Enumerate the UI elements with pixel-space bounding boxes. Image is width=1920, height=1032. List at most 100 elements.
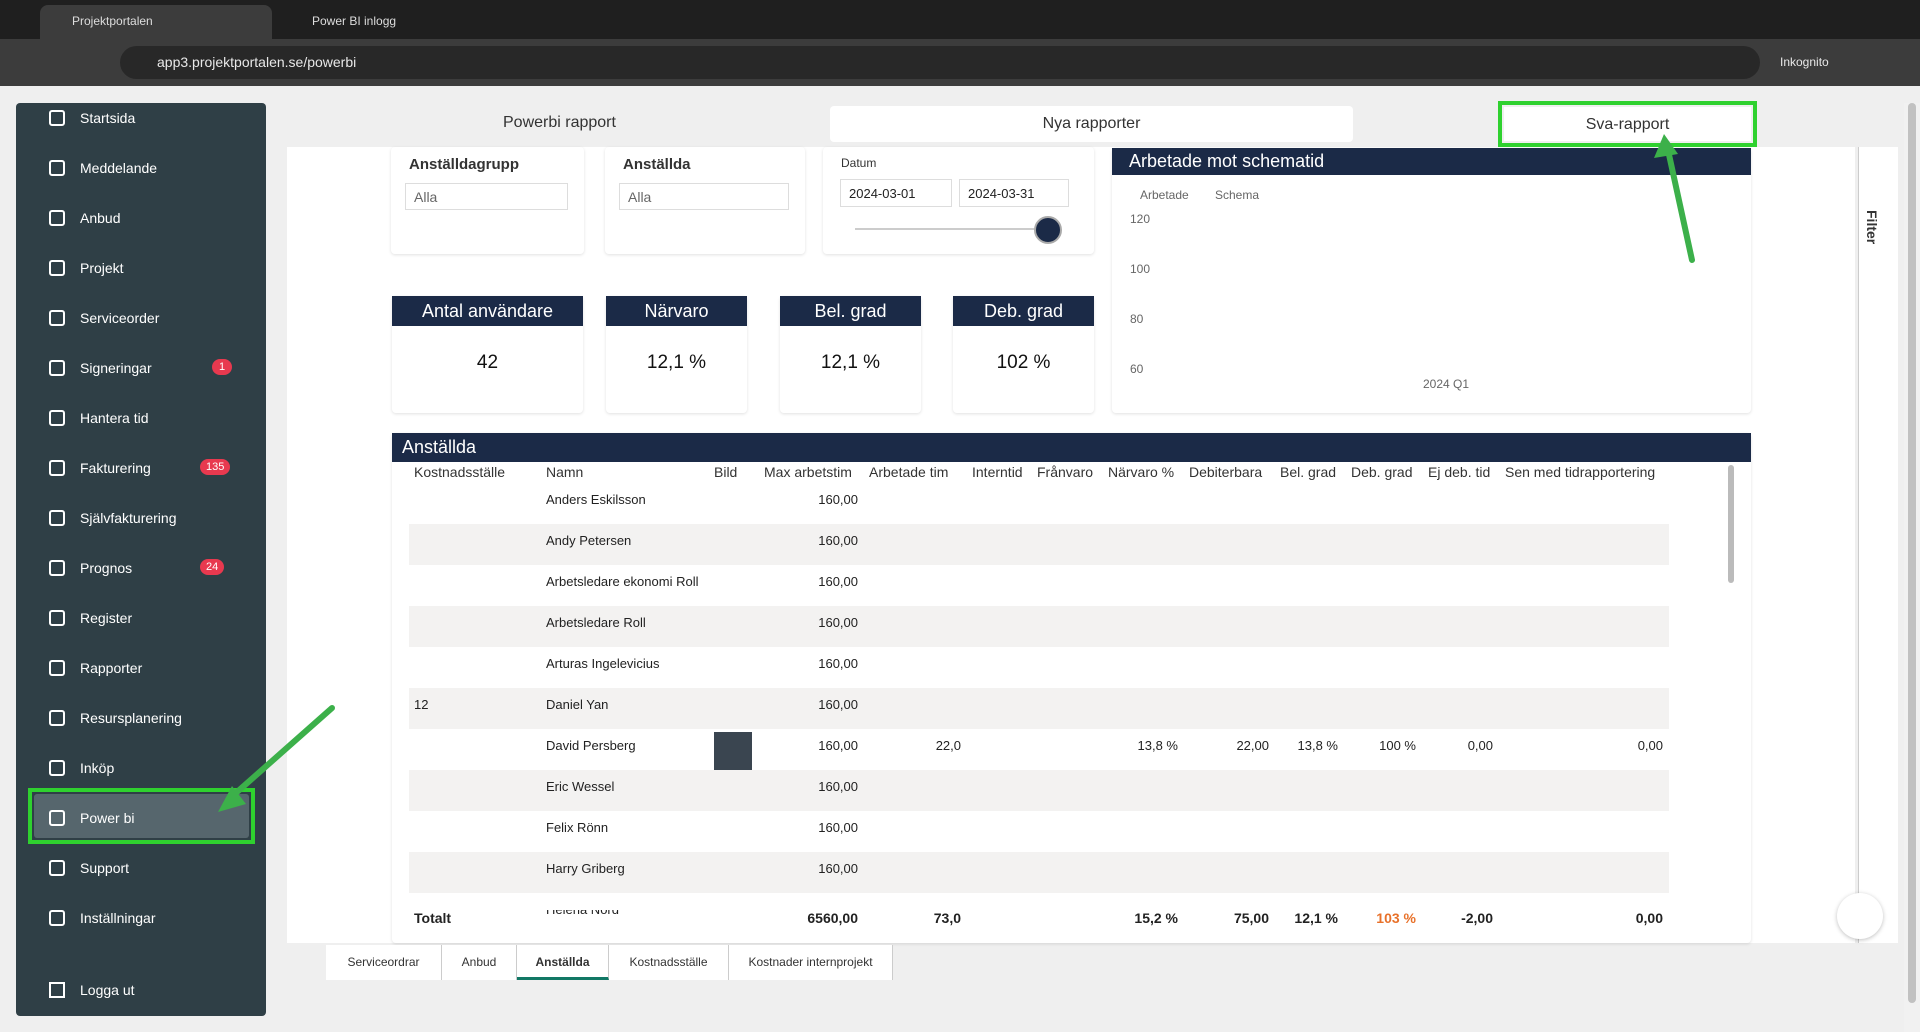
table-cell: Arturas Ingelevicius [546, 656, 660, 671]
page-tab[interactable]: Kostnadsställe [609, 945, 729, 980]
table-cell: 100 % [1379, 738, 1416, 753]
nav-label: Fakturering [80, 460, 151, 476]
column-header: Kostnadsställe [414, 464, 506, 480]
table-cell: 6560,00 [807, 910, 858, 926]
page-tab[interactable]: Anbud [442, 945, 517, 980]
table-cell: Totalt [414, 910, 452, 926]
badge: 24 [200, 559, 225, 575]
chart-card [1112, 148, 1751, 413]
page-tab[interactable]: Anställda [517, 945, 609, 980]
filter-pane[interactable] [1858, 147, 1898, 943]
row-stripe [409, 524, 1669, 565]
column-header: Deb. grad [1351, 464, 1413, 480]
table-cell: Anders Eskilsson [546, 492, 646, 507]
table-cell: 103 % [1376, 910, 1416, 926]
nav-label: Serviceorder [80, 310, 160, 326]
nav-label: Power bi [80, 810, 135, 826]
table-cell: 15,2 % [1134, 910, 1178, 926]
column-header: Frånvaro [1037, 464, 1094, 480]
dropdown[interactable]: Alla [619, 183, 789, 210]
nav-label: Hantera tid [80, 410, 149, 426]
row-stripe [409, 852, 1669, 893]
slicer-label: Anställda [623, 156, 691, 173]
photo [714, 732, 752, 770]
dropdown[interactable]: Alla [405, 183, 568, 210]
table-cell: 22,0 [935, 738, 961, 753]
slider-handle [1034, 216, 1062, 244]
legend-item: Schema [1215, 188, 1260, 202]
y-tick-label: 100 [1130, 262, 1151, 276]
url: app3.projektportalen.se/powerbi [157, 54, 357, 70]
settings-button[interactable] [1837, 893, 1883, 939]
active-nav [34, 794, 249, 838]
profile: Inkognito [1780, 55, 1829, 69]
nav-label: Inställningar [80, 910, 156, 926]
report-tab: Powerbi rapport [503, 114, 616, 131]
column-header: Ej deb. tid [1428, 464, 1491, 480]
nav-label: Signeringar [80, 360, 152, 376]
table-cell: 160,00 [818, 779, 858, 794]
table-cell: 22,00 [1236, 738, 1269, 753]
column-header: Namn [546, 464, 584, 480]
nav-label: Rapporter [80, 660, 143, 676]
nav-icon [49, 560, 65, 576]
nav-label: Anbud [80, 210, 121, 226]
table-cell: Felix Rönn [546, 820, 609, 835]
table-cell: 160,00 [818, 656, 858, 671]
nav-icon [49, 410, 65, 426]
nav-icon [49, 510, 65, 526]
nav-label: Register [80, 610, 133, 626]
column-header: Närvaro % [1108, 464, 1175, 480]
nav-icon [49, 460, 65, 476]
page-tab[interactable]: Kostnader internprojekt [729, 945, 893, 980]
table-cell: Daniel Yan [546, 697, 609, 712]
table-scrollbar [1728, 465, 1734, 583]
slicer-label: Datum [841, 156, 877, 170]
kpi-value: 42 [476, 352, 499, 373]
active-tab [40, 5, 272, 39]
table-cell: Eric Wessel [546, 779, 615, 794]
badge: 135 [200, 459, 231, 475]
address-bar[interactable] [120, 46, 1760, 79]
table-cell: Harry Griberg [546, 861, 625, 876]
browser-tab-title: Projektportalen [72, 14, 153, 28]
row-stripe [409, 606, 1669, 647]
y-tick-label: 80 [1130, 312, 1144, 326]
column-header: Sen med tidrapportering [1505, 464, 1656, 480]
nav-icon [49, 260, 65, 276]
scrollbar [1904, 103, 1920, 1032]
table-cell: 73,0 [933, 910, 961, 926]
report-tab: Sva-rapport [1504, 107, 1751, 141]
row-stripe [409, 770, 1669, 811]
column-header: Bel. grad [1280, 464, 1337, 480]
table-cell: Arbetsledare ekonomi Roll [546, 574, 699, 589]
x-tick-label: 2024 Q1 [1423, 377, 1470, 391]
table-cell: 13,8 % [1297, 738, 1338, 753]
table-cell: David Persberg [546, 738, 636, 753]
nav-icon [49, 310, 65, 326]
column-header: Interntid [972, 464, 1023, 480]
page-tab[interactable]: Serviceordrar [326, 945, 442, 980]
table-cell: 160,00 [818, 738, 858, 753]
nav-icon [49, 660, 65, 676]
table-cell: 13,8 % [1137, 738, 1178, 753]
nav-icon [49, 710, 65, 726]
date-input: 2024-03-31 [959, 179, 1069, 207]
date-input: 2024-03-01 [840, 179, 952, 207]
nav-icon [49, 610, 65, 626]
legend-item: Arbetade [1140, 188, 1189, 202]
nav-label: Logga ut [80, 982, 135, 998]
kpi-title: Deb. grad [953, 296, 1094, 326]
nav-icon [49, 910, 65, 926]
table-cell: 160,00 [818, 492, 858, 507]
chart-title: Arbetade mot schematid [1112, 148, 1751, 175]
nav-icon [49, 810, 65, 826]
table-cell: 75,00 [1233, 910, 1269, 926]
nav-icon [49, 160, 65, 176]
table-cell: 0,00 [1637, 738, 1663, 753]
table-cell: 160,00 [818, 697, 858, 712]
slicer-label: Anställdagrupp [409, 156, 520, 173]
slicer-card [391, 147, 584, 254]
row-stripe [409, 688, 1669, 729]
